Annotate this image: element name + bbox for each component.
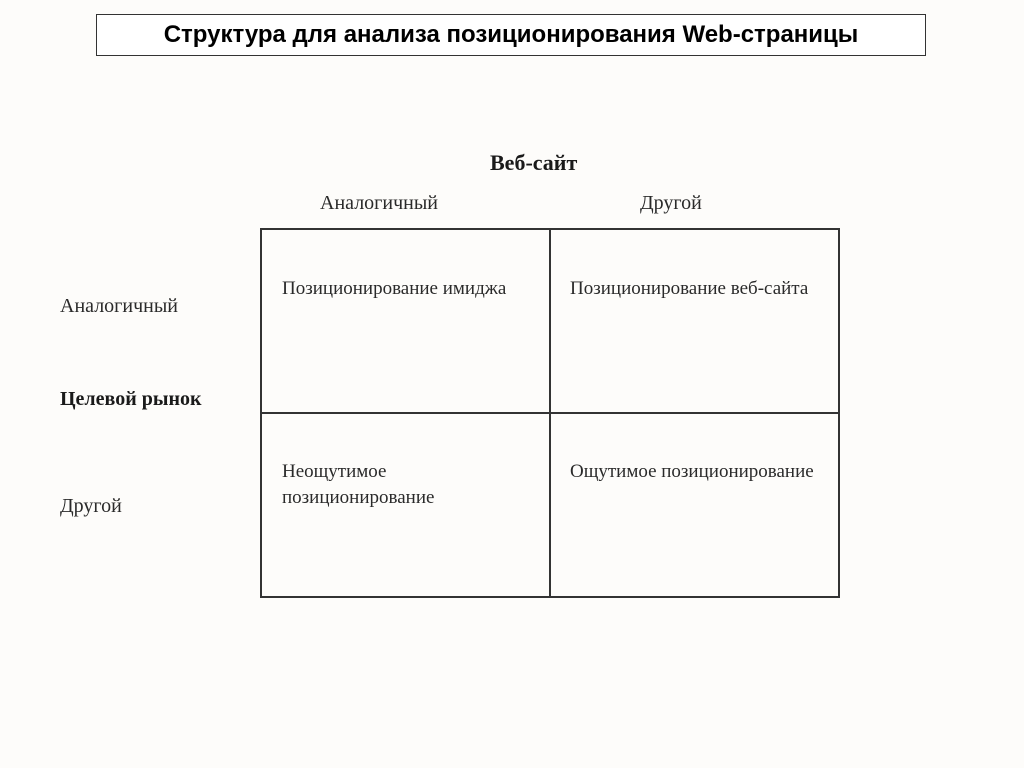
cell-q4: Ощутимое позиционирование — [550, 413, 838, 596]
cell-q1: Позиционирование имиджа — [262, 230, 550, 413]
row-header-1: Аналогичный — [60, 295, 178, 318]
top-axis-title: Веб-сайт — [490, 150, 577, 176]
left-axis-title: Целевой рынок — [60, 388, 202, 411]
cell-q3-text: Неощутимое позиционирование — [282, 459, 530, 510]
cell-q1-text: Позиционирование имиджа — [282, 276, 506, 302]
row-header-2: Другой — [60, 495, 122, 518]
cell-q2-text: Позиционирование веб-сайта — [570, 276, 808, 302]
column-header-1: Аналогичный — [320, 192, 438, 215]
matrix-grid: Позиционирование имиджа Позиционирование… — [260, 228, 840, 598]
cell-q4-text: Ощутимое позиционирование — [570, 459, 814, 485]
page-title: Структура для анализа позиционирования W… — [164, 21, 859, 48]
column-header-2: Другой — [640, 192, 702, 215]
cell-q2: Позиционирование веб-сайта — [550, 230, 838, 413]
cell-q3: Неощутимое позиционирование — [262, 413, 550, 596]
page-title-box: Структура для анализа позиционирования W… — [96, 14, 926, 56]
